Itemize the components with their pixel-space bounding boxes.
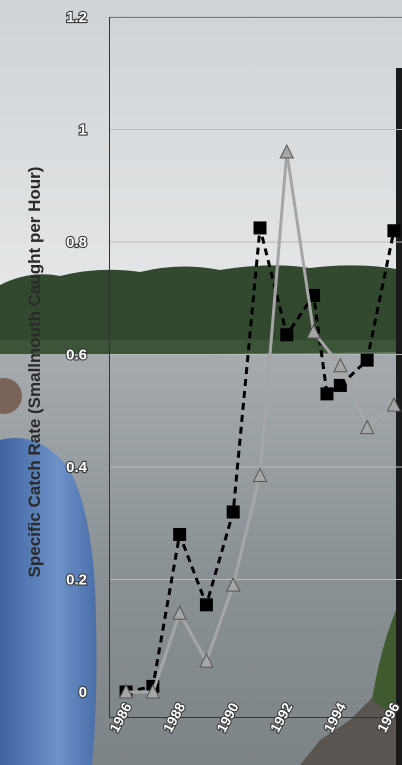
square-point [226, 505, 240, 519]
person-in-towel [0, 438, 97, 765]
triangle-point [145, 683, 161, 699]
y-tick-label: 0.2 [66, 572, 87, 589]
y-axis-label: Specific Catch Rate (Smallmouth Caught p… [25, 167, 44, 578]
y-tick-label: 0.6 [66, 347, 87, 364]
triangle-point [172, 605, 187, 620]
square-point [253, 221, 267, 235]
series-triangle [118, 143, 402, 699]
triangle-point [306, 323, 321, 339]
x-tick-label: 1992 [267, 700, 296, 735]
x-tick-label: 1986 [106, 700, 135, 735]
treeline [0, 265, 402, 356]
x-tick-label: 1990 [213, 700, 242, 735]
y-tick-label: 1 [79, 122, 87, 139]
triangle-point [359, 419, 375, 435]
shoreline [0, 340, 402, 356]
y-tick-label: 0 [79, 684, 87, 701]
x-axis-ticks: 1986 1988 1990 1992 1994 1996 [105, 699, 402, 736]
square-point [360, 353, 374, 367]
person-head [0, 378, 22, 414]
square-point [320, 387, 334, 401]
square-point [173, 528, 187, 541]
triangle-point [199, 652, 214, 668]
x-tick-label: 1994 [320, 700, 349, 735]
x-tick-label: 1988 [160, 700, 189, 735]
y-tick-label: 0.4 [66, 459, 88, 476]
triangle-point [279, 143, 295, 159]
gridlines [110, 16, 402, 580]
square-point [333, 378, 347, 392]
triangle-point [225, 577, 241, 592]
triangle-point [333, 357, 348, 373]
triangle-point [386, 397, 402, 412]
series-layer [118, 143, 402, 699]
y-tick-label: 1.2 [66, 9, 87, 26]
square-point [280, 328, 294, 342]
foreground-shrub [372, 605, 402, 720]
y-axis-ticks: 0 0.2 0.4 0.6 0.8 1 1.2 [65, 8, 89, 702]
square-point [199, 598, 213, 612]
y-tick-label: 0.8 [66, 234, 87, 251]
square-point [387, 224, 401, 238]
triangle-point [118, 683, 134, 699]
x-tick-label: 1996 [374, 700, 402, 735]
triangle-point [252, 467, 268, 482]
overlay-panel-edge [396, 68, 402, 765]
